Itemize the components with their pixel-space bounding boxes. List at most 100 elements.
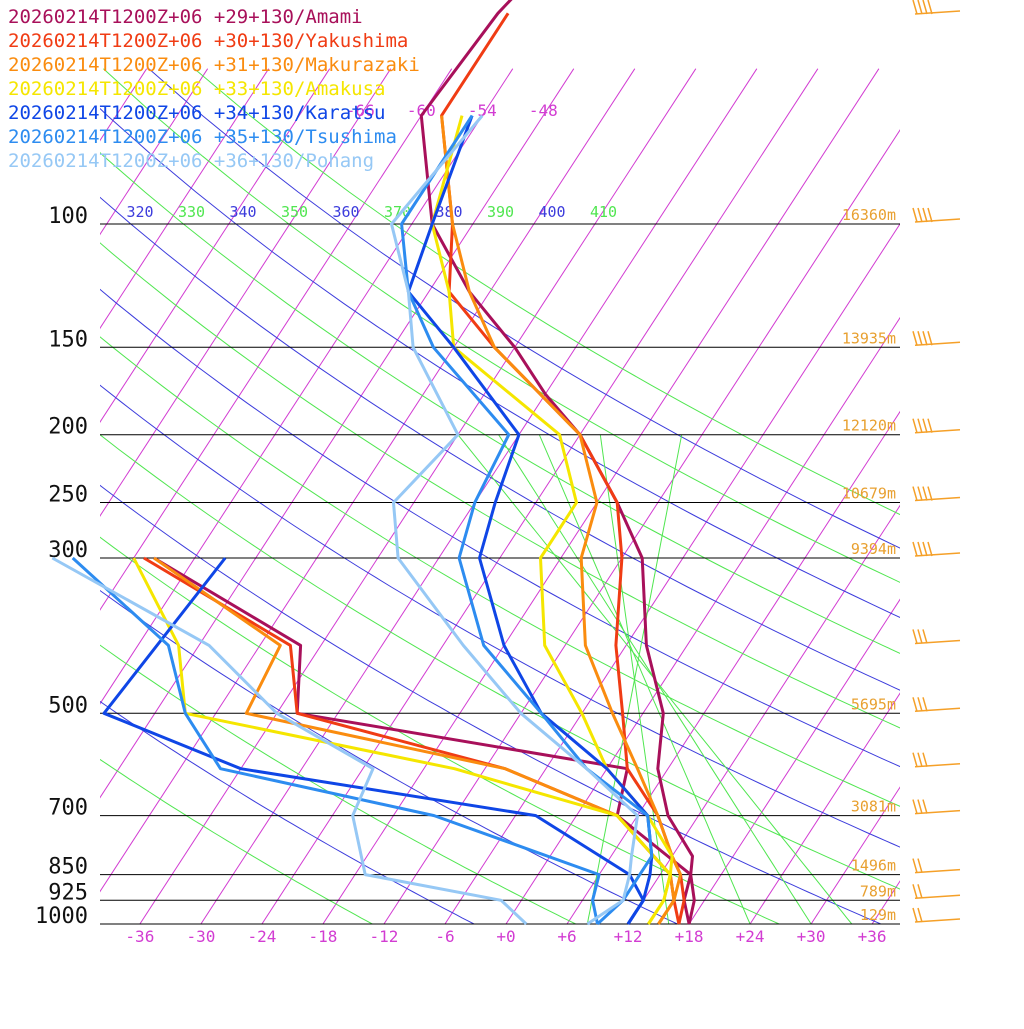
height-label: 789m — [860, 882, 896, 900]
isotherm-line — [0, 69, 269, 924]
wind-barb — [913, 419, 960, 433]
temperature-tick-label: -6 — [435, 927, 454, 946]
wind-barb-flag — [923, 542, 927, 556]
wind-barb-flag — [913, 0, 917, 14]
wind-barb-flag — [913, 753, 917, 767]
wind-barb-flag — [923, 800, 927, 814]
pressure-label: 700 — [48, 796, 88, 821]
wind-barb-flag — [918, 0, 922, 14]
pressure-label: 925 — [48, 880, 88, 905]
wind-barb-flag — [913, 542, 917, 556]
wind-barb — [913, 0, 960, 14]
wind-barb — [913, 859, 960, 873]
wind-barb — [913, 542, 960, 556]
temperature-tick-label: -12 — [370, 927, 399, 946]
wind-barb — [913, 331, 960, 345]
isotherm-label: -48 — [529, 101, 558, 120]
wind-barb — [913, 884, 960, 898]
height-label: 10679m — [842, 485, 896, 503]
wind-barb-flag — [918, 800, 922, 814]
temperature-line — [442, 13, 684, 924]
theta-label: 340 — [229, 203, 256, 221]
theta-label: 390 — [487, 203, 514, 221]
theta-label: 410 — [590, 203, 617, 221]
wind-barb-flag — [918, 884, 922, 898]
wind-barb-flag — [923, 0, 927, 14]
height-label: 12120m — [842, 417, 896, 435]
isotherm-line — [933, 69, 1024, 924]
isotherm-line — [0, 69, 25, 924]
wind-barb-flag — [913, 884, 917, 898]
theta-label: 360 — [332, 203, 359, 221]
theta-label: 330 — [178, 203, 205, 221]
wind-barb-flag — [918, 208, 922, 222]
theta-label: 400 — [538, 203, 565, 221]
wind-barb-flag — [928, 542, 932, 556]
wind-barb-flag — [913, 629, 917, 643]
wind-barb-flag — [918, 629, 922, 643]
wind-barb-flag — [923, 629, 927, 643]
wind-barb-flag — [928, 0, 932, 14]
wind-barb-flag — [923, 697, 927, 711]
wind-barb-flag — [913, 208, 917, 222]
wind-barb-flag — [928, 419, 932, 433]
height-label: 1496m — [851, 857, 896, 875]
legend-entry: 20260214T1200Z+06 +34+130/Karatsu — [8, 102, 386, 124]
wind-barb-flag — [913, 331, 917, 345]
temperature-line — [408, 116, 651, 924]
isotherm-line — [506, 69, 1024, 924]
temperature-tick-label: -36 — [125, 927, 154, 946]
wind-barb-flag — [913, 800, 917, 814]
wind-barb — [913, 908, 960, 922]
wind-barb — [913, 753, 960, 767]
wind-barb-flag — [918, 542, 922, 556]
temperature-tick-label: +0 — [496, 927, 515, 946]
legend-entry: 20260214T1200Z+06 +35+130/Tsushima — [8, 126, 397, 148]
legend-entry: 20260214T1200Z+06 +33+130/Amakusa — [8, 78, 386, 100]
wind-barb-flag — [923, 487, 927, 501]
wind-barb — [913, 629, 960, 643]
height-label: 5695m — [851, 695, 896, 713]
height-label: 9394m — [851, 540, 896, 558]
wind-barb-flag — [913, 419, 917, 433]
temperature-tick-label: -24 — [247, 927, 276, 946]
height-label: 3081m — [851, 798, 896, 816]
temperature-tick-label: -30 — [186, 927, 215, 946]
legend-entry: 20260214T1200Z+06 +30+130/Yakushima — [8, 30, 408, 52]
wind-barb-flag — [918, 331, 922, 345]
legend-entry: 20260214T1200Z+06 +36+130/Pohang — [8, 150, 374, 172]
temperature-tick-label: +18 — [675, 927, 704, 946]
legend-entry: 20260214T1200Z+06 +31+130/Makurazaki — [8, 54, 420, 76]
legend: 20260214T1200Z+06 +29+130/Amami20260214T… — [8, 6, 420, 172]
wind-barb — [913, 800, 960, 814]
moist-adiabat-line — [539, 435, 750, 924]
wind-barb-flag — [928, 487, 932, 501]
wind-barb-flag — [923, 331, 927, 345]
pressure-label: 1000 — [35, 904, 88, 929]
isotherm-line — [628, 69, 1024, 924]
moist-adiabat-line — [194, 69, 1024, 939]
wind-barb-flag — [918, 487, 922, 501]
theta-label: 320 — [126, 203, 153, 221]
wind-barb — [913, 697, 960, 711]
isotherm-line — [445, 69, 1001, 924]
wind-barb-flag — [923, 753, 927, 767]
pressure-label: 250 — [48, 483, 88, 508]
height-label: 16360m — [842, 206, 896, 224]
temperature-tick-label: -18 — [308, 927, 337, 946]
wind-barb-flag — [923, 419, 927, 433]
wind-barb-flag — [918, 753, 922, 767]
pressure-label: 150 — [48, 327, 88, 352]
wind-barb — [913, 208, 960, 222]
legend-entry: 20260214T1200Z+06 +29+130/Amami — [8, 6, 363, 28]
wind-barb-flag — [913, 697, 917, 711]
isotherm-line — [0, 69, 208, 924]
wind-barb-flag — [918, 908, 922, 922]
isotherm-line — [18, 69, 574, 924]
dewpoint-line — [144, 558, 679, 924]
pressure-label: 850 — [48, 855, 88, 880]
wind-barb-flag — [913, 487, 917, 501]
height-label: 129m — [860, 906, 896, 924]
